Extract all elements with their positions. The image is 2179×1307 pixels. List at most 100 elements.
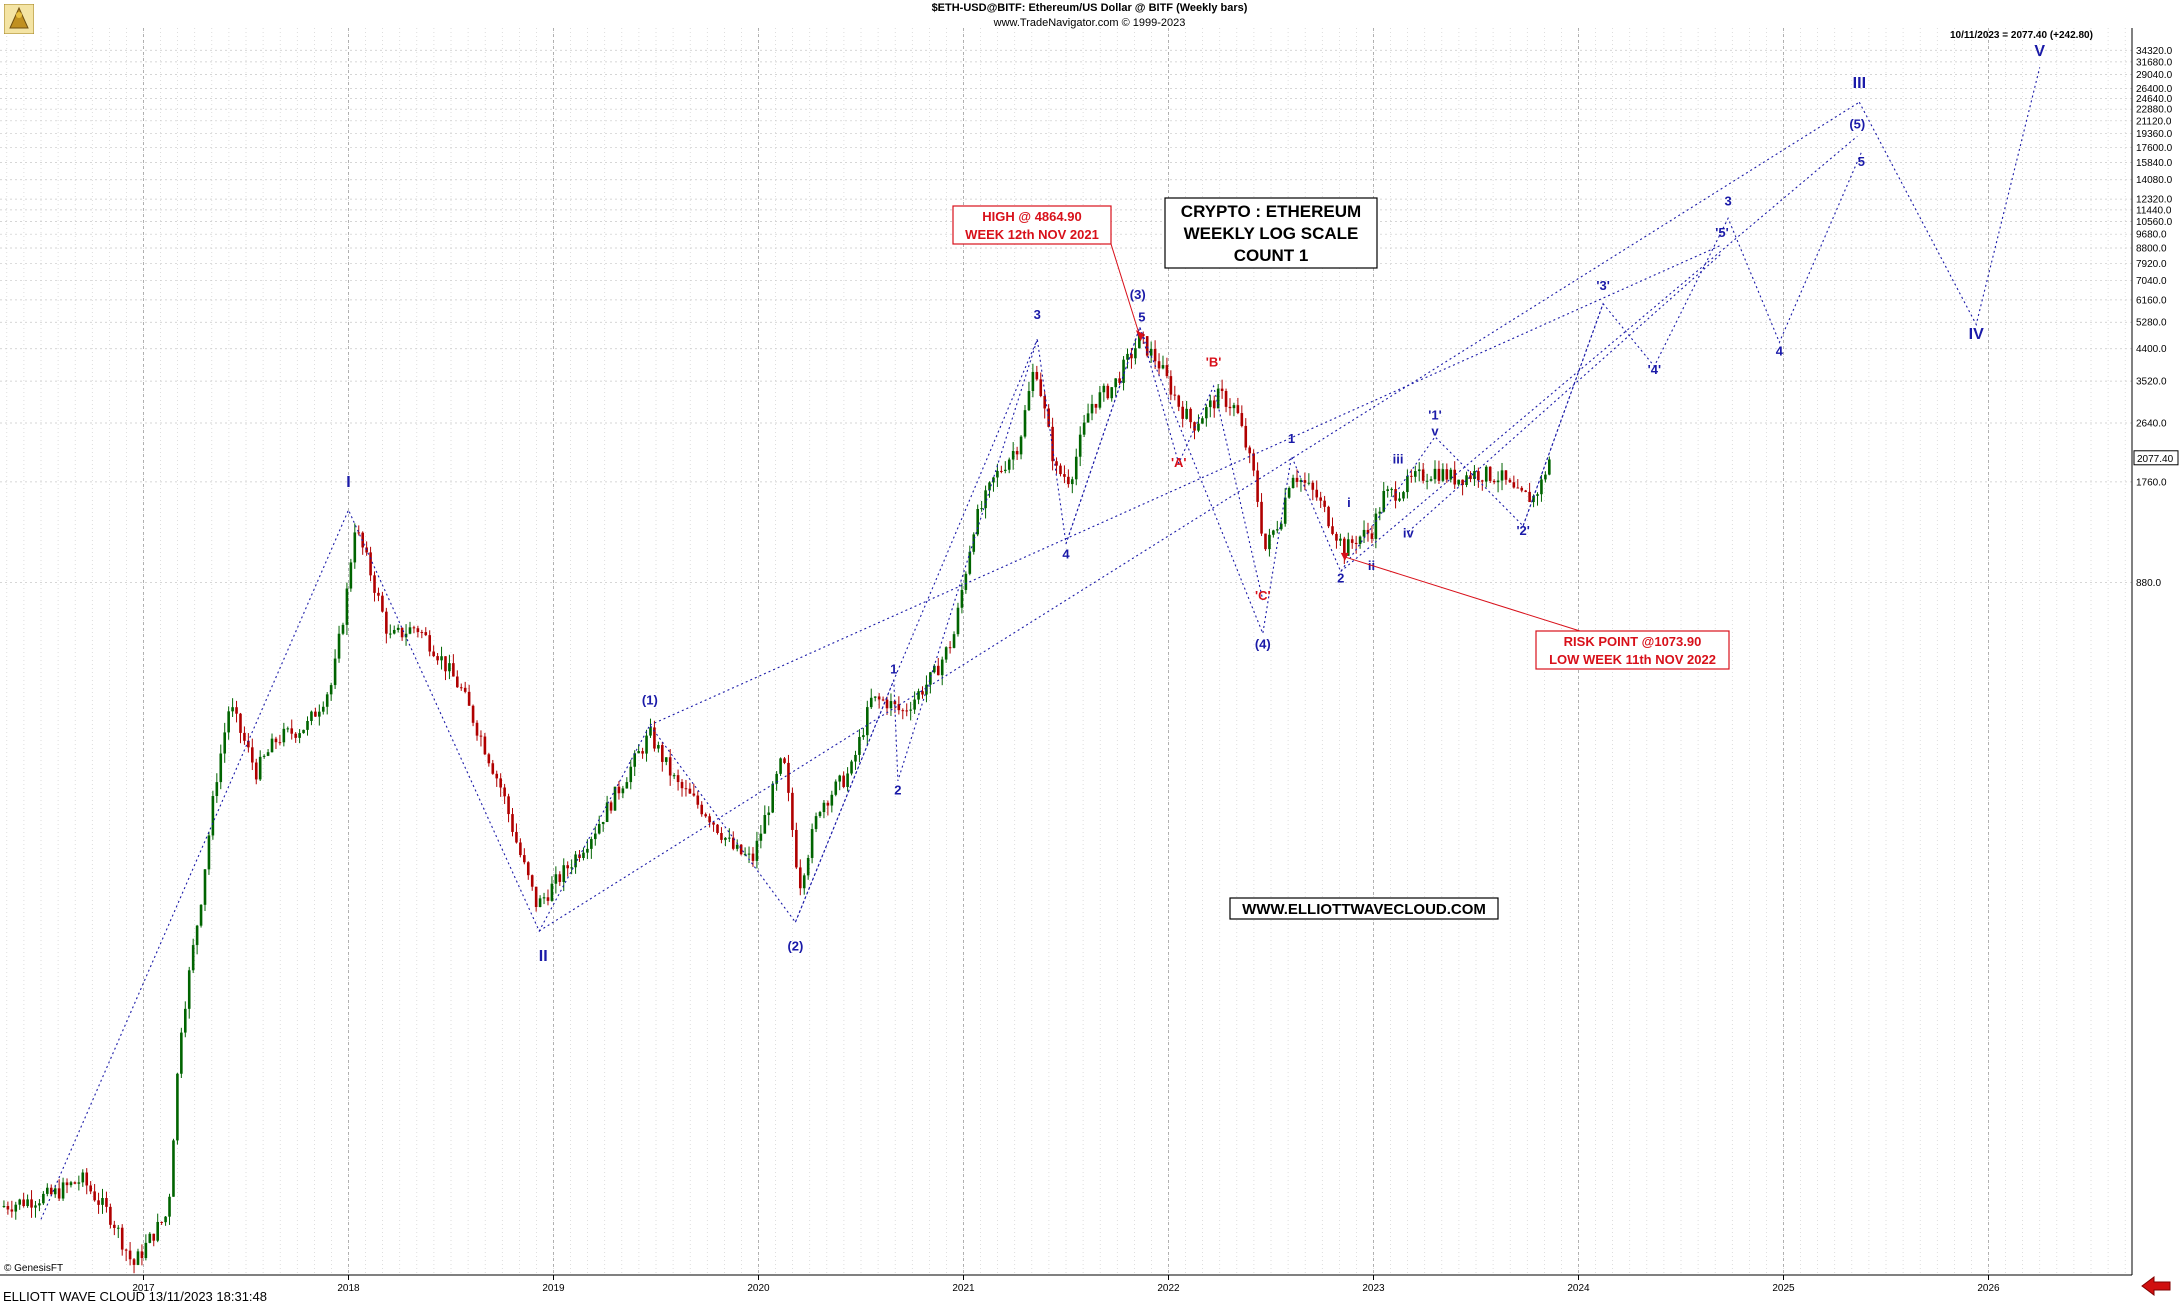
candle-body xyxy=(459,687,463,689)
candle-body xyxy=(1299,480,1303,482)
candle-body xyxy=(558,874,562,882)
candle-body xyxy=(487,754,491,764)
candle-body xyxy=(672,775,676,777)
candle-body xyxy=(396,627,400,630)
candle-body xyxy=(81,1172,85,1183)
y-tick-label: 14080.0 xyxy=(2136,175,2173,186)
candle-body xyxy=(353,532,357,563)
candle-body xyxy=(1540,479,1543,495)
candle-body xyxy=(1536,494,1539,496)
candle-body xyxy=(321,706,325,712)
candle-body xyxy=(633,753,637,767)
candle-body xyxy=(1015,450,1019,455)
wave-label: 4 xyxy=(1776,343,1784,358)
y-tick-label: 880.0 xyxy=(2136,578,2161,589)
candle-body xyxy=(613,786,617,811)
candle-body xyxy=(475,722,479,736)
candle-body xyxy=(191,945,195,971)
abc-correction xyxy=(1139,327,1264,601)
candle-body xyxy=(976,508,979,535)
candle-body xyxy=(1469,475,1472,480)
candle-body xyxy=(1236,405,1240,414)
y-tick-label: 6160.0 xyxy=(2136,295,2167,306)
candle-body xyxy=(136,1251,140,1265)
candle-body xyxy=(728,837,731,839)
candle-body xyxy=(1003,469,1007,471)
candle-body xyxy=(1528,491,1531,503)
candle-body xyxy=(199,904,203,926)
candle-body xyxy=(329,685,333,695)
candle-body xyxy=(798,867,802,889)
candle-body xyxy=(538,898,542,907)
y-tick-label: 21120.0 xyxy=(2136,116,2172,127)
candle-body xyxy=(586,848,589,853)
candle-body xyxy=(593,833,597,840)
website-box: WWW.ELLIOTTWAVECLOUD.COM xyxy=(1229,897,1499,920)
candle-body xyxy=(298,733,301,738)
candle-body xyxy=(148,1233,152,1243)
candle-body xyxy=(1110,387,1114,399)
candle-body xyxy=(933,665,936,673)
candle-body xyxy=(1382,490,1386,512)
candle-body xyxy=(597,824,601,834)
candle-body xyxy=(282,728,286,743)
candle-body xyxy=(684,788,688,790)
candle-body xyxy=(1189,408,1192,423)
candle-body xyxy=(1122,359,1125,383)
candle-body xyxy=(491,763,495,774)
candle-body xyxy=(877,696,881,700)
candle-body xyxy=(1410,475,1413,477)
high-box-line: WEEK 12th NOV 2021 xyxy=(965,227,1099,242)
candle-body xyxy=(128,1250,132,1260)
candle-body xyxy=(519,842,522,856)
y-tick-label: 26400.0 xyxy=(2136,84,2173,95)
high-box-line: HIGH @ 4864.90 xyxy=(982,209,1081,224)
candle-body xyxy=(1260,501,1263,534)
candle-body xyxy=(668,757,672,776)
candle-body xyxy=(97,1200,100,1205)
candle-body xyxy=(1496,480,1500,483)
candle-body xyxy=(862,735,865,738)
website-box-frame xyxy=(1229,897,1499,920)
candle-body xyxy=(1500,470,1504,481)
candle-body xyxy=(1445,469,1449,480)
candle-body xyxy=(1256,470,1259,502)
y-tick-label: 5280.0 xyxy=(2136,318,2167,329)
wave-label: V xyxy=(2034,43,2045,60)
candle-body xyxy=(203,869,207,905)
candle-body xyxy=(448,663,451,672)
candle-body xyxy=(1169,376,1173,395)
candle-body xyxy=(1059,465,1062,475)
candle-body xyxy=(1067,476,1070,485)
risk-pointer xyxy=(1344,556,1581,632)
candle-body xyxy=(1055,461,1058,466)
candle-body xyxy=(1520,487,1524,491)
candle-body xyxy=(1244,425,1248,448)
candle-body xyxy=(1331,526,1334,534)
candle-body xyxy=(1394,489,1397,501)
candle-body xyxy=(1027,391,1031,411)
back-arrow-icon[interactable] xyxy=(2140,1275,2172,1297)
candle-body xyxy=(251,747,254,763)
candle-body xyxy=(802,875,806,889)
title-box-line: COUNT 1 xyxy=(1234,246,1309,265)
candle-body xyxy=(739,844,743,855)
candle-body xyxy=(1094,403,1098,408)
candle-body xyxy=(1303,480,1307,483)
risk-box-line: LOW WEEK 11th NOV 2022 xyxy=(1549,652,1716,667)
candle-body xyxy=(440,656,443,661)
candle-body xyxy=(34,1205,37,1208)
candle-body xyxy=(266,752,270,756)
last-price-tag xyxy=(2133,450,2179,466)
risk-box: RISK POINT @1073.90 LOW WEEK 11th NOV 202… xyxy=(1535,630,1730,670)
candle-body xyxy=(463,687,467,692)
candle-body xyxy=(1201,418,1204,424)
wave-label: '4' xyxy=(1648,362,1661,377)
candle-body xyxy=(550,883,554,901)
candle-body xyxy=(1130,353,1133,359)
candle-body xyxy=(1378,511,1382,514)
candle-body xyxy=(49,1187,53,1195)
candle-body xyxy=(1548,459,1551,475)
candle-body xyxy=(1007,459,1011,470)
